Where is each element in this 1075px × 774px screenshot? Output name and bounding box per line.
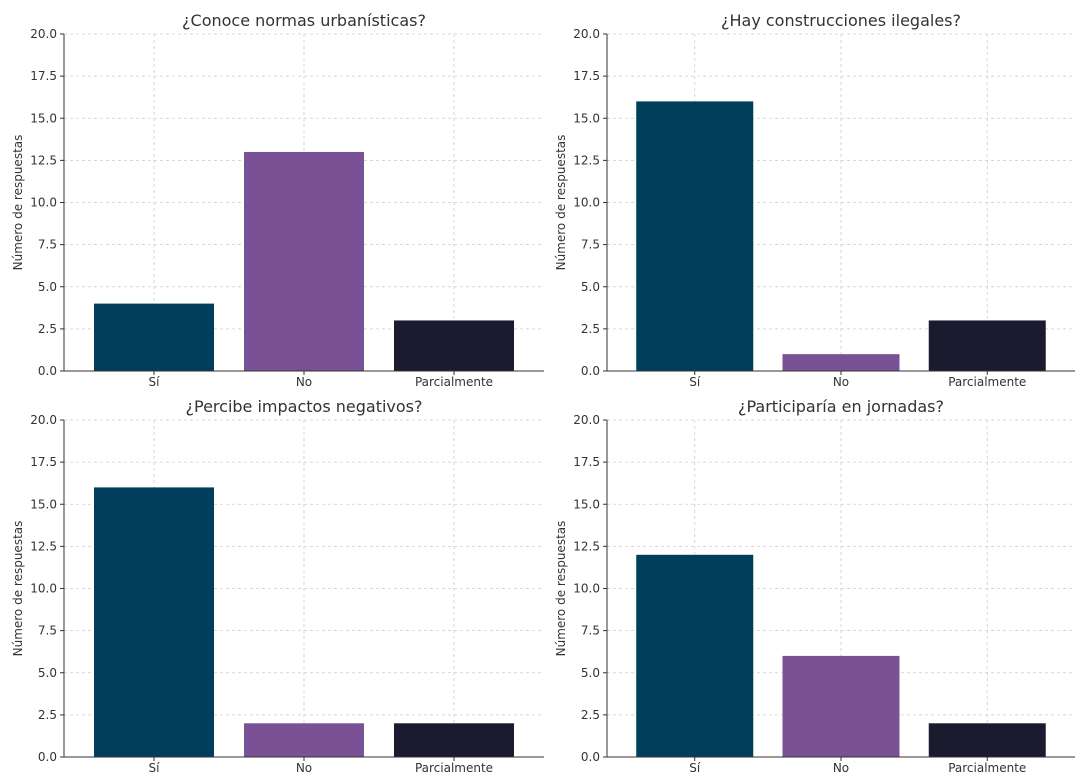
y-tick-label: 2.5: [38, 708, 57, 722]
panel-impactos-negativos: 0.0 2.5 5.0 7.5 10.0 12.5 15.0 17.5 20.0 Sí No Parc…: [11, 397, 544, 774]
bar-conoce-normas-0: [94, 303, 214, 371]
bar-participaria-jornadas-2: [928, 723, 1046, 757]
y-tick-label: 10.0: [30, 582, 57, 596]
panel-title: ¿Percibe impactos negativos?: [186, 397, 423, 416]
bar-participaria-jornadas-1: [782, 655, 900, 757]
x-tick-label: Sí: [689, 375, 701, 389]
y-tick-label: 15.0: [30, 111, 57, 125]
y-tick-label: 20.0: [30, 413, 57, 427]
y-axis-label: Número de respuestas: [554, 135, 568, 271]
bar-impactos-negativos-1: [244, 723, 364, 757]
y-axis-label: Número de respuestas: [11, 135, 25, 271]
y-tick-label: 7.5: [581, 624, 600, 638]
y-tick-label: 12.5: [573, 539, 600, 553]
panel-title: ¿Conoce normas urbanísticas?: [182, 11, 426, 30]
y-tick-label: 10.0: [573, 582, 600, 596]
panel-title: ¿Participaría en jornadas?: [738, 397, 944, 416]
y-tick-label: 12.5: [30, 153, 57, 167]
y-axis-label: Número de respuestas: [554, 521, 568, 657]
y-axis-label: Número de respuestas: [11, 521, 25, 657]
y-tick-label: 0.0: [38, 364, 57, 378]
y-tick-label: 10.0: [573, 196, 600, 210]
bar-conoce-normas-1: [244, 151, 364, 371]
x-tick-label: Parcialmente: [415, 761, 493, 774]
y-tick-label: 17.5: [30, 455, 57, 469]
y-tick-label: 7.5: [38, 238, 57, 252]
y-tick-label: 15.0: [30, 497, 57, 511]
y-tick-label: 2.5: [581, 322, 600, 336]
y-tick-label: 20.0: [573, 27, 600, 41]
y-tick-label: 5.0: [38, 666, 57, 680]
panel-construcciones-ilegales: 0.0 2.5 5.0 7.5 10.0 12.5 15.0 17.5 20.0 Sí No Parc…: [554, 11, 1075, 389]
bar-construcciones-ilegales-0: [636, 101, 754, 372]
x-tick-label: No: [833, 761, 849, 774]
y-tick-label: 5.0: [38, 280, 57, 294]
panel-title: ¿Hay construcciones ilegales?: [721, 11, 961, 30]
x-tick-label: Sí: [689, 761, 701, 774]
y-tick-label: 15.0: [573, 497, 600, 511]
x-tick-label: No: [833, 375, 849, 389]
y-tick-label: 5.0: [581, 280, 600, 294]
y-tick-label: 0.0: [581, 750, 600, 764]
bar-conoce-normas-2: [394, 320, 514, 371]
x-tick-label: Parcialmente: [415, 375, 493, 389]
bar-construcciones-ilegales-1: [782, 354, 900, 371]
x-tick-label: Parcialmente: [948, 375, 1026, 389]
y-tick-label: 15.0: [573, 111, 600, 125]
y-tick-label: 0.0: [581, 364, 600, 378]
x-tick-label: Parcialmente: [948, 761, 1026, 774]
panel-conoce-normas: 0.0 2.5 5.0 7.5 10.0 12.5 15.0 17.5 20.0 Sí No Parc…: [11, 11, 544, 389]
x-tick-label: No: [296, 375, 312, 389]
y-tick-label: 2.5: [581, 708, 600, 722]
y-tick-label: 0.0: [38, 750, 57, 764]
bar-impactos-negativos-2: [394, 723, 514, 757]
bar-participaria-jornadas-0: [636, 554, 754, 757]
x-tick-label: No: [296, 761, 312, 774]
y-tick-label: 7.5: [38, 624, 57, 638]
y-tick-label: 7.5: [581, 238, 600, 252]
x-tick-label: Sí: [149, 375, 161, 389]
x-tick-label: Sí: [149, 761, 161, 774]
y-tick-label: 20.0: [573, 413, 600, 427]
bar-impactos-negativos-0: [94, 487, 214, 757]
y-tick-label: 10.0: [30, 196, 57, 210]
y-tick-label: 12.5: [573, 153, 600, 167]
y-tick-label: 5.0: [581, 666, 600, 680]
y-tick-label: 20.0: [30, 27, 57, 41]
y-tick-label: 2.5: [38, 322, 57, 336]
panel-participaria-jornadas: 0.0 2.5 5.0 7.5 10.0 12.5 15.0 17.5 20.0 Sí No Parc…: [554, 397, 1075, 774]
y-tick-label: 17.5: [30, 69, 57, 83]
y-tick-label: 12.5: [30, 539, 57, 553]
bar-construcciones-ilegales-2: [928, 320, 1046, 371]
y-tick-label: 17.5: [573, 455, 600, 469]
y-tick-label: 17.5: [573, 69, 600, 83]
